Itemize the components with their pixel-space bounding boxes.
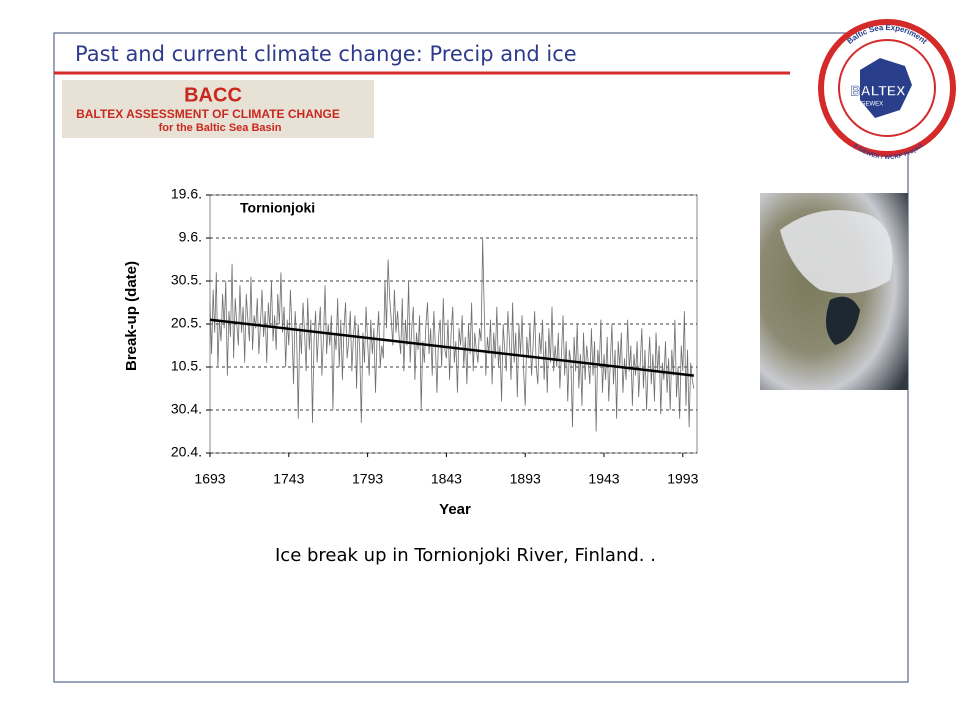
y-tick-label: 20.5. (171, 315, 202, 331)
logo-line: for the Baltic Sea Basin (159, 122, 282, 134)
logo-sea (860, 58, 912, 118)
baltic (826, 296, 860, 345)
logo-line: BALTEX ASSESSMENT OF CLIMATE CHANGE (76, 107, 340, 121)
x-tick-label: 1943 (588, 471, 619, 487)
logo-sub: GEWEX (861, 102, 883, 108)
trend-line (209, 318, 694, 377)
x-tick-label: 1893 (510, 471, 541, 487)
x-tick-label: 1693 (194, 471, 225, 487)
logo-bg (62, 80, 374, 138)
slide-title: Past and current climate change: Precip … (75, 42, 577, 66)
y-axis-label: Break-up (date) (123, 261, 140, 371)
x-tick-label: 1843 (431, 471, 462, 487)
y-tick-label: 9.6. (179, 229, 202, 245)
annotation: Tornionjoki (240, 200, 315, 216)
y-tick-label: 10.5. (171, 358, 202, 374)
x-tick-label: 1793 (352, 471, 383, 487)
y-tick-label: 20.4. (171, 444, 202, 460)
y-tick-label: 30.5. (171, 272, 202, 288)
logo-title: BACC (184, 84, 242, 106)
data-line (209, 237, 695, 432)
snow (780, 210, 893, 294)
caption: Ice break up in Tornionjoki River, Finla… (275, 545, 656, 566)
x-tick-label: 1743 (273, 471, 304, 487)
x-axis-label: Year (439, 501, 471, 518)
bacc-logo: BACC BALTEX ASSESSMENT OF CLIMATE CHANGE… (62, 80, 374, 138)
satellite-image (760, 193, 908, 390)
x-tick-label: 1993 (667, 471, 698, 487)
y-tick-label: 19.6. (171, 186, 202, 202)
baltex-logo: Baltic Sea Experiment BALTEX GEWEX A GEW… (818, 19, 956, 161)
y-tick-label: 30.4. (171, 401, 202, 417)
logo-name: BALTEX (851, 83, 907, 99)
